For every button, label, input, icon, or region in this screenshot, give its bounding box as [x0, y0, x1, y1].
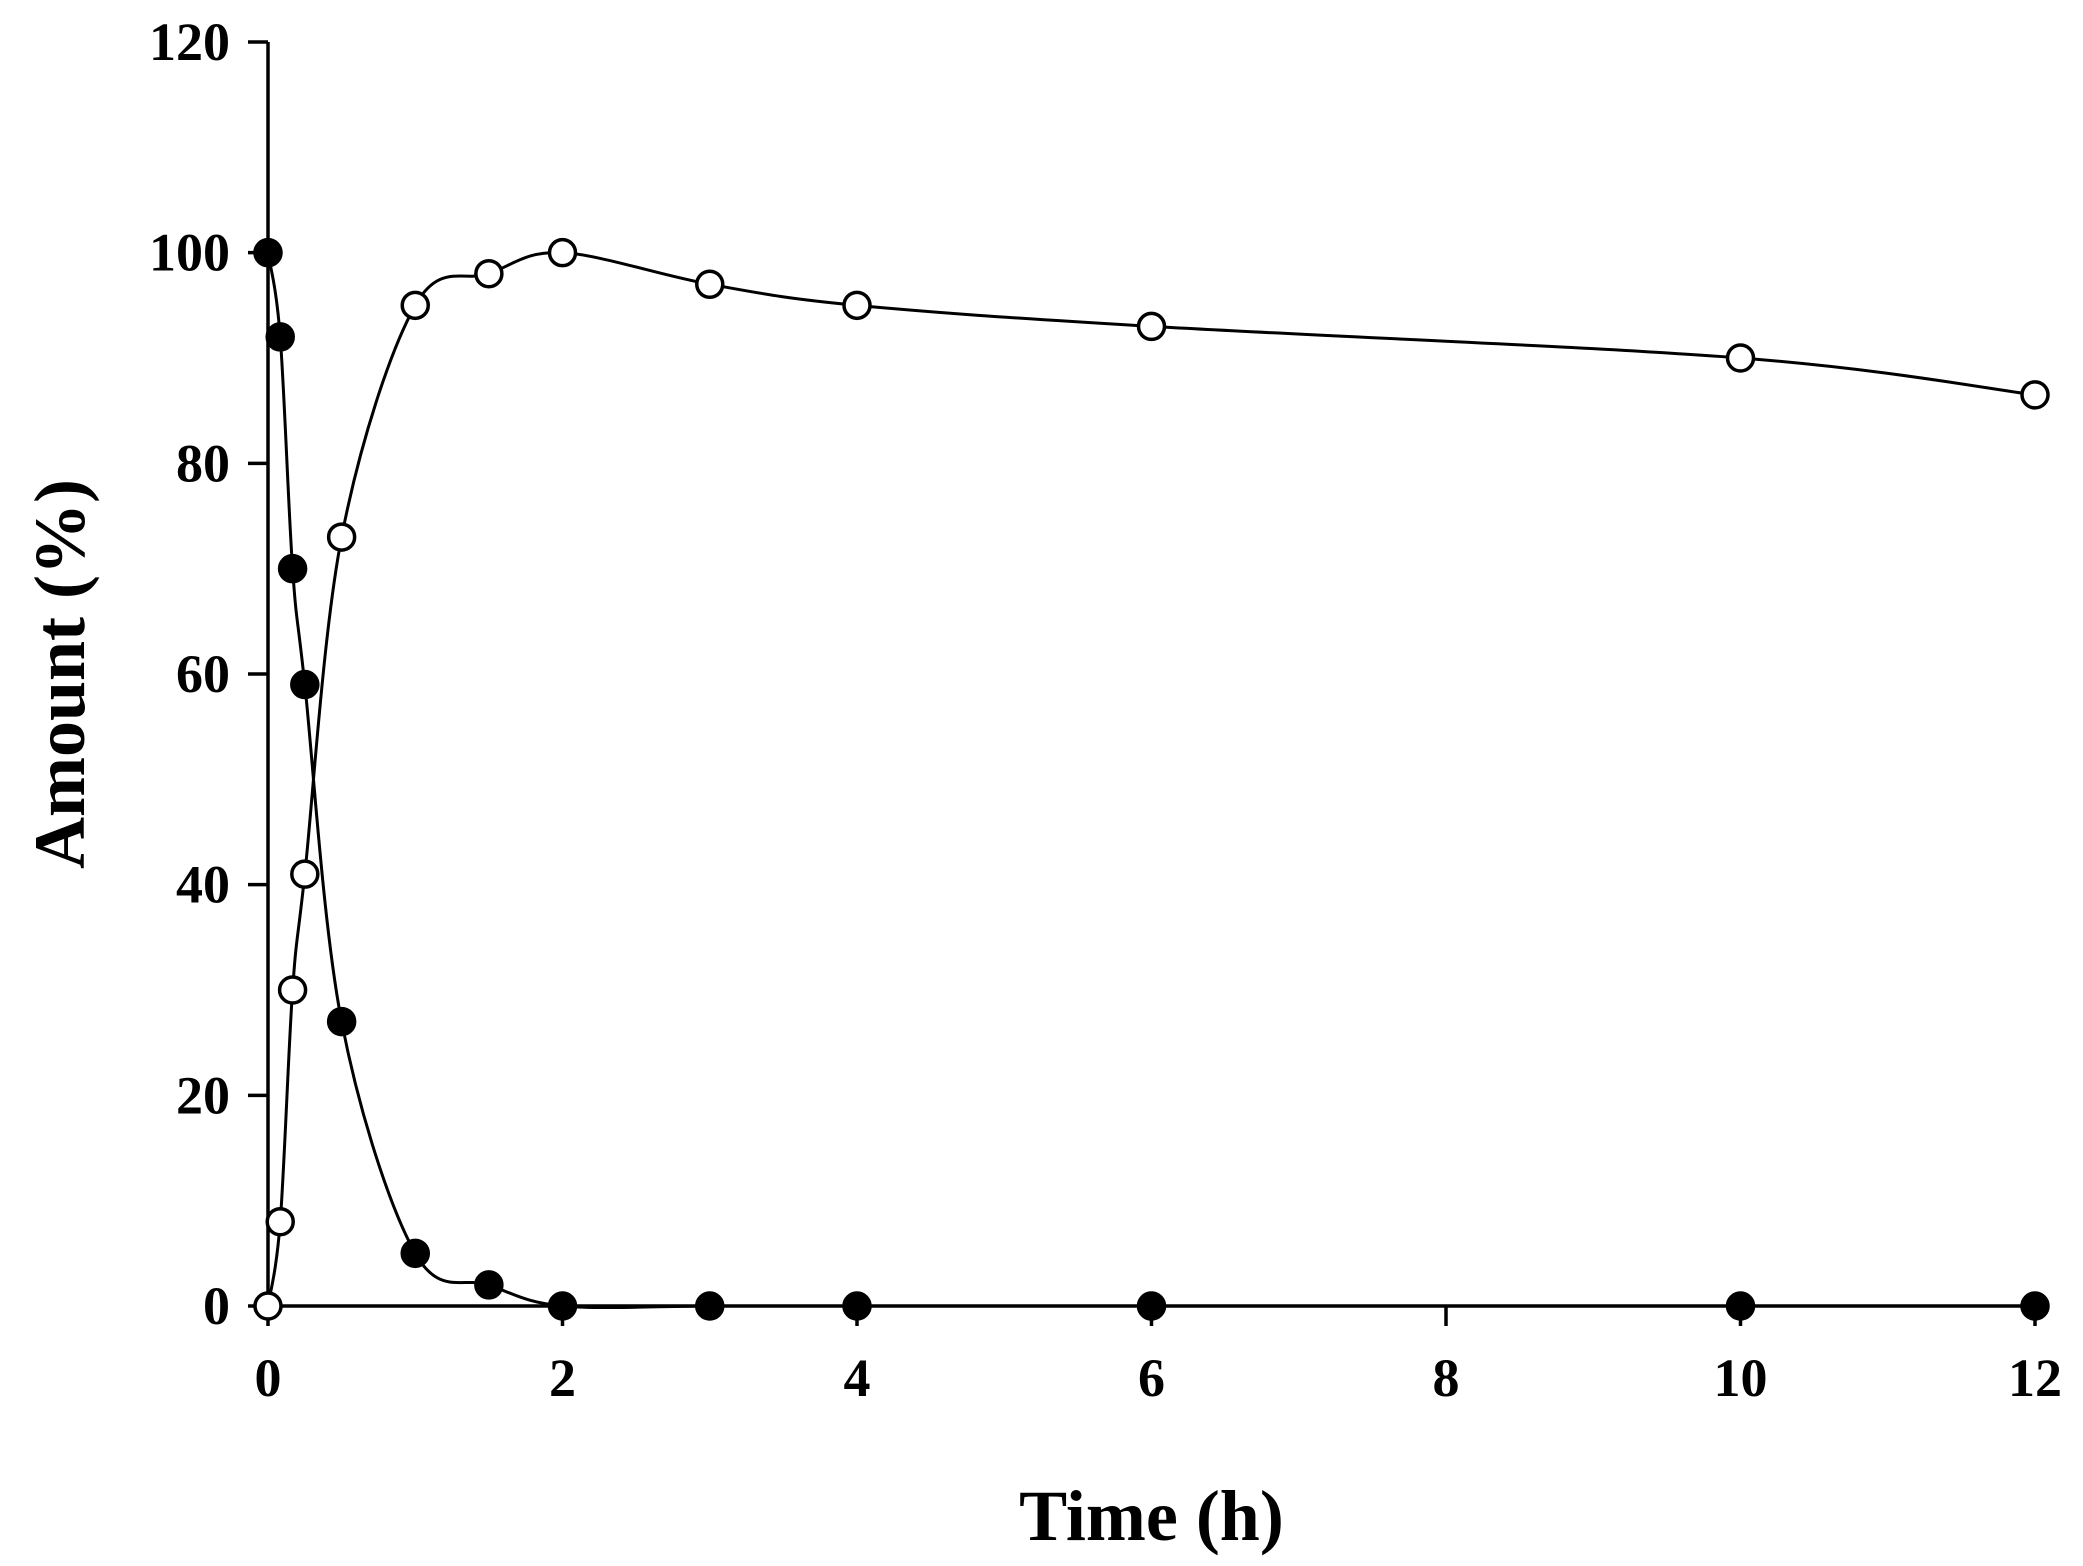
data-point-filled	[277, 553, 308, 584]
x-tick-label: 0	[255, 1348, 282, 1408]
data-point-filled	[695, 1291, 725, 1321]
data-point-filled	[400, 1238, 430, 1269]
data-markers	[253, 237, 2050, 1321]
series-1-line	[266, 252, 2035, 1310]
x-tick-label: 4	[844, 1348, 871, 1408]
data-point-open	[277, 975, 308, 1005]
data-point-open	[2020, 380, 2050, 410]
data-point-filled	[474, 1270, 504, 1300]
data-point-open	[474, 258, 504, 289]
x-tick-label: 8	[1433, 1348, 1460, 1408]
data-point-open	[290, 859, 320, 889]
data-point-filled	[265, 322, 295, 352]
data-point-open	[400, 290, 430, 321]
y-tick-label: 100	[149, 223, 230, 283]
series-curves	[266, 251, 2036, 1310]
data-point-filled	[326, 1006, 357, 1037]
y-tick-label: 20	[176, 1065, 230, 1125]
data-point-filled	[2020, 1291, 2050, 1321]
x-tick-label: 2	[549, 1348, 576, 1408]
y-tick-label: 0	[203, 1276, 230, 1336]
data-point-open	[265, 1206, 295, 1237]
y-axis-title: Amount (%)	[20, 479, 100, 869]
data-point-open	[842, 290, 872, 321]
y-tick-label: 120	[149, 12, 230, 72]
data-point-open	[253, 1291, 283, 1321]
data-point-filled	[253, 237, 283, 268]
x-tick-label: 10	[1714, 1348, 1768, 1408]
series-2-line	[266, 251, 2036, 1307]
x-tick-label: 12	[2008, 1348, 2062, 1408]
data-point-open	[695, 269, 725, 300]
data-point-filled	[290, 669, 320, 700]
data-point-filled	[547, 1291, 578, 1321]
y-tick-label: 60	[176, 644, 230, 704]
data-point-filled	[1725, 1291, 1756, 1321]
data-point-filled	[1136, 1291, 1167, 1321]
data-point-open	[547, 237, 578, 268]
tick-labels: 0 20 40 60 80 100 120 0 2 4 6 8 10 12	[149, 12, 2062, 1408]
data-point-filled	[842, 1291, 872, 1321]
axes	[248, 40, 2037, 1326]
data-point-open	[1725, 343, 1756, 373]
y-tick-label: 40	[176, 855, 230, 915]
y-tick-label: 80	[176, 433, 230, 493]
data-point-open	[326, 522, 357, 552]
x-tick-label: 6	[1138, 1348, 1165, 1408]
x-axis-title: Time (h)	[1019, 1476, 1284, 1556]
data-point-open	[1136, 311, 1167, 342]
